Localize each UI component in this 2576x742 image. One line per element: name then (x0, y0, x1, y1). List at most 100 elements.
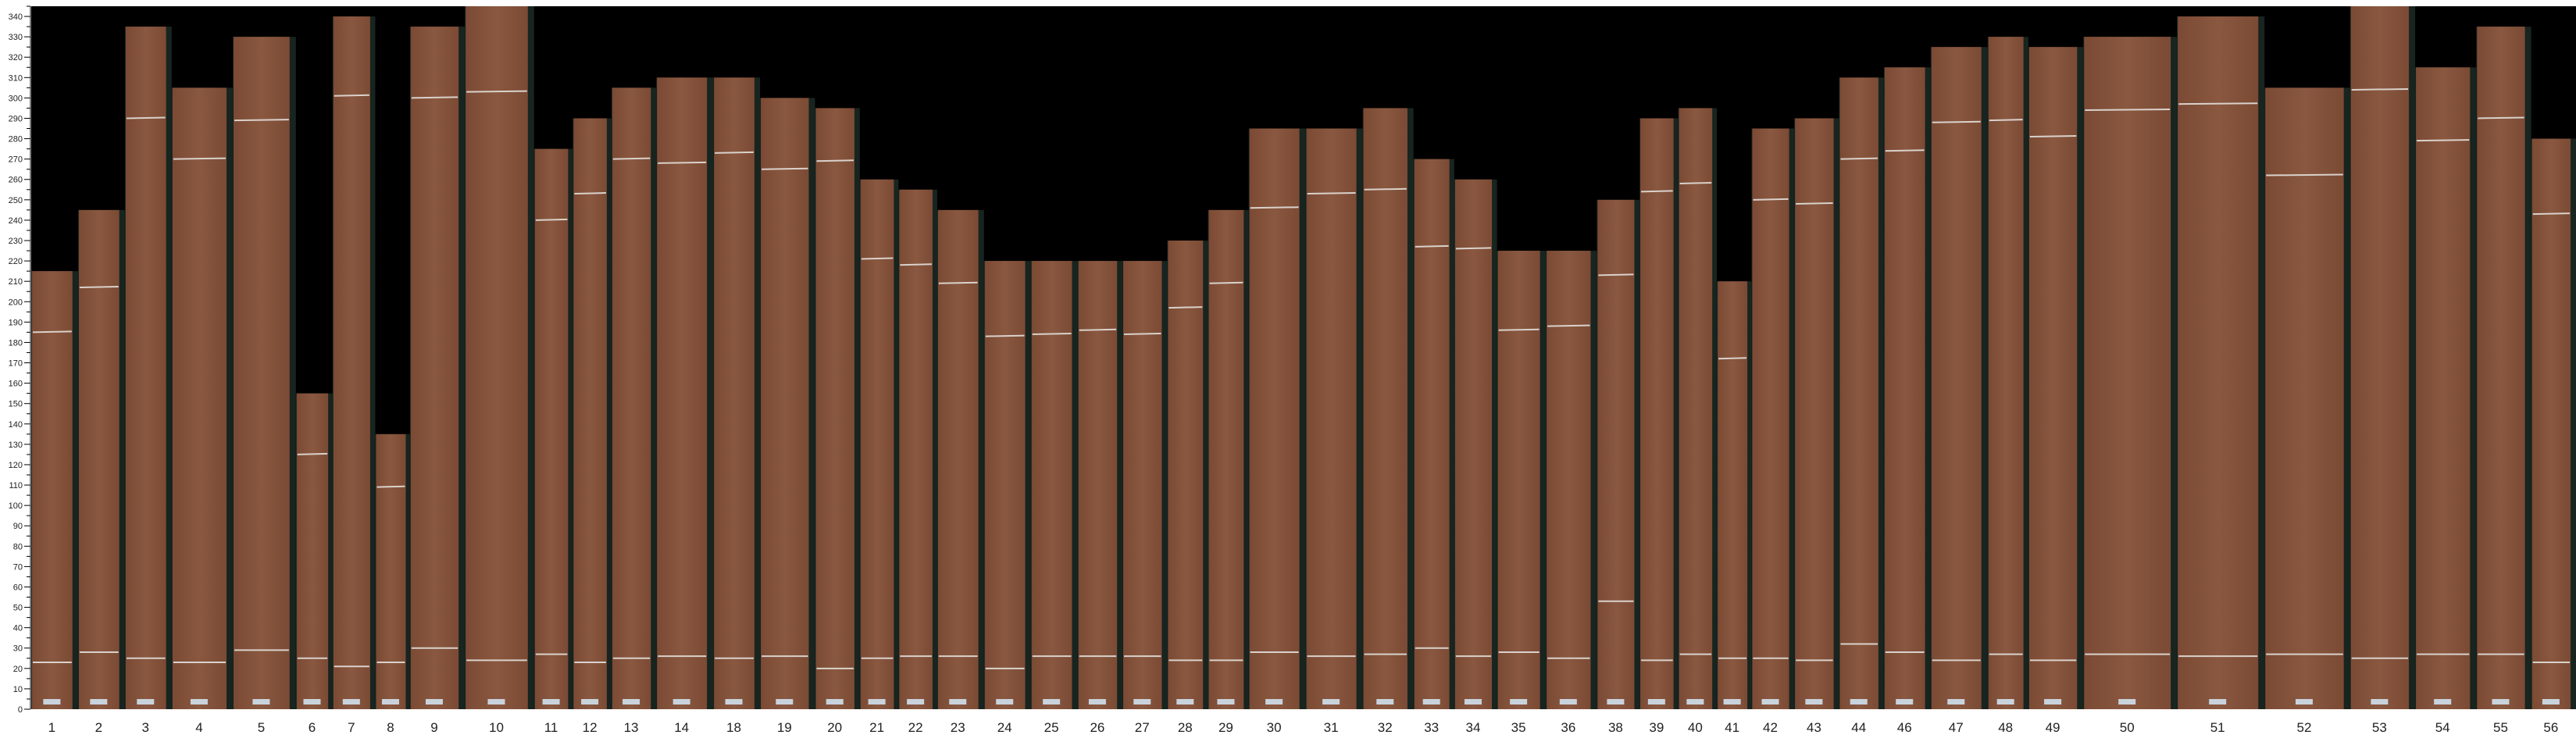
board-4[interactable] (171, 87, 234, 709)
y-tick-label: 50 (13, 604, 23, 613)
board-wood (657, 77, 708, 710)
board-46[interactable] (1883, 67, 1931, 710)
board-tag (1322, 699, 1340, 705)
upper-cut-line (1796, 202, 1833, 205)
x-tick-label: 27 (1135, 720, 1150, 735)
board-10[interactable] (465, 6, 534, 709)
board-51[interactable] (2177, 16, 2265, 710)
y-tick-label: 270 (9, 155, 23, 165)
board-tag (581, 699, 599, 705)
board-7[interactable] (332, 16, 376, 710)
board-tag (949, 699, 967, 705)
board-9[interactable] (409, 27, 466, 709)
board-47[interactable] (1930, 47, 1988, 710)
board-28[interactable] (1167, 241, 1208, 709)
board-32[interactable] (1362, 108, 1414, 709)
board-49[interactable] (2028, 47, 2084, 710)
board-tag (1850, 699, 1868, 705)
board-3[interactable] (124, 27, 172, 709)
board-55[interactable] (2476, 27, 2531, 709)
board-tag (1088, 699, 1106, 705)
upper-cut-line (2351, 87, 2409, 91)
board-34[interactable] (1454, 179, 1497, 709)
y-tick-label: 300 (9, 94, 23, 103)
upper-cut-line (466, 90, 527, 93)
board-38[interactable] (1597, 199, 1640, 710)
board-20[interactable] (815, 108, 860, 709)
x-tick-label: 26 (1090, 720, 1104, 735)
board-41[interactable] (1717, 281, 1752, 709)
board-wood (2350, 6, 2410, 709)
board-52[interactable] (2264, 87, 2350, 709)
y-tick-label: 260 (9, 176, 23, 185)
board-tag (2209, 699, 2227, 705)
y-tick-label: 90 (13, 522, 23, 531)
upper-cut-line (1932, 120, 1981, 123)
board-43[interactable] (1794, 118, 1839, 709)
board-42[interactable] (1751, 128, 1795, 710)
y-tick-label: 30 (13, 644, 23, 654)
board-wood (466, 6, 528, 709)
y-tick-label: 170 (9, 359, 23, 369)
board-24[interactable] (983, 261, 1031, 710)
board-30[interactable] (1248, 128, 1306, 710)
board-wood (333, 16, 370, 710)
board-1[interactable] (31, 271, 78, 709)
board-54[interactable] (2415, 67, 2477, 710)
board-12[interactable] (573, 118, 612, 709)
board-2[interactable] (77, 209, 125, 709)
board-tag (137, 699, 155, 705)
board-50[interactable] (2083, 37, 2178, 710)
board-5[interactable] (233, 37, 296, 710)
upper-cut-line (1209, 281, 1243, 284)
x-tick-label: 40 (1688, 720, 1703, 735)
board-11[interactable] (533, 148, 573, 709)
board-29[interactable] (1208, 209, 1249, 709)
x-tick-label: 24 (997, 720, 1012, 735)
board-35[interactable] (1497, 251, 1547, 710)
board-tag (1043, 699, 1061, 705)
board-26[interactable] (1077, 261, 1123, 710)
board-27[interactable] (1122, 261, 1168, 710)
board-14[interactable] (656, 77, 714, 710)
board-8[interactable] (375, 433, 410, 709)
board-wood (296, 393, 329, 709)
board-wood (1988, 37, 2024, 710)
upper-cut-line (574, 192, 606, 194)
board-wood (1078, 261, 1118, 710)
upper-cut-line (2478, 116, 2524, 120)
board-25[interactable] (1030, 261, 1078, 710)
board-wood (1031, 261, 1072, 710)
upper-cut-line (411, 96, 458, 99)
board-21[interactable] (859, 179, 899, 709)
board-6[interactable] (295, 393, 333, 709)
y-axis: 0 10 20 30 40 50 60 70 80 90 100 110 120 130 140 150 160… (9, 5, 31, 715)
board-wood (2416, 67, 2471, 710)
board-13[interactable] (611, 87, 657, 709)
board-22[interactable] (898, 189, 937, 710)
board-44[interactable] (1839, 77, 1884, 710)
board-tag (1805, 699, 1823, 705)
x-tick-label: 4 (195, 720, 202, 735)
board-36[interactable] (1546, 251, 1597, 710)
board-31[interactable] (1305, 128, 1363, 710)
board-23[interactable] (937, 209, 984, 709)
board-40[interactable] (1678, 108, 1718, 709)
y-tick-label: 290 (9, 114, 23, 123)
board-33[interactable] (1413, 159, 1454, 710)
x-tick-label: 14 (674, 720, 689, 735)
board-56[interactable] (2531, 138, 2576, 710)
board-53[interactable] (2349, 6, 2416, 709)
x-tick-label: 49 (2046, 720, 2060, 735)
y-tick-label: 40 (13, 624, 23, 633)
board-tag (1896, 699, 1914, 705)
board-48[interactable] (1987, 37, 2028, 710)
board-wood (1752, 128, 1789, 710)
board-wood (172, 87, 227, 709)
x-tick-label: 2 (95, 720, 102, 735)
upper-cut-line (1718, 357, 1747, 360)
board-18[interactable] (713, 77, 761, 710)
board-19[interactable] (760, 98, 815, 710)
board-wood (1931, 47, 1982, 710)
board-39[interactable] (1639, 118, 1679, 709)
